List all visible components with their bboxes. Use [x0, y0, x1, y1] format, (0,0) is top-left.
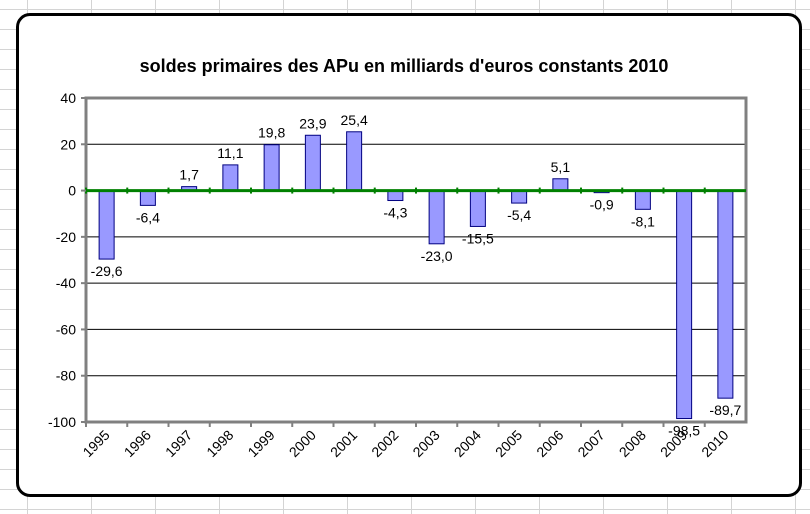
- x-tick-label: 1996: [121, 427, 154, 460]
- data-label: -98,5: [668, 423, 700, 439]
- y-tick-label: -100: [48, 414, 76, 430]
- bar-2006[interactable]: [552, 178, 569, 192]
- y-tick-label: -40: [56, 275, 76, 291]
- plot-area-border: [84, 96, 748, 424]
- y-tick-label: 40: [60, 90, 76, 106]
- data-label: 11,1: [217, 145, 243, 161]
- bar-1999[interactable]: [263, 144, 280, 192]
- y-tick-label: -20: [56, 229, 76, 245]
- x-tick-label: 2003: [409, 427, 442, 460]
- x-tick-label: 2001: [327, 427, 360, 460]
- data-label: 19,8: [258, 125, 285, 141]
- data-label: -6,4: [136, 209, 160, 225]
- zero-axis-ticks: [85, 187, 706, 194]
- x-tick-label: 2005: [492, 427, 525, 460]
- x-tick-label: 1997: [162, 427, 195, 460]
- bar-1996[interactable]: [139, 190, 156, 206]
- x-tick-label: 2000: [286, 427, 319, 460]
- bar-2001[interactable]: [346, 131, 363, 192]
- x-tick-label: 2006: [533, 427, 566, 460]
- bar-2004[interactable]: [469, 190, 486, 227]
- chart-frame[interactable]: soldes primaires des APu en milliards d'…: [16, 13, 802, 497]
- data-label: 5,1: [551, 159, 571, 175]
- data-label: 23,9: [299, 115, 326, 131]
- x-tick-label: 2002: [368, 427, 401, 460]
- chart-title: soldes primaires des APu en milliards d'…: [139, 56, 669, 76]
- x-axis-ticks: 1995 1996 1997 1998 1999 2000 2001 2002 2003 2004…: [79, 422, 732, 460]
- x-tick-label: 1998: [203, 427, 236, 460]
- x-tick-label: 1999: [244, 427, 277, 460]
- bar-2008[interactable]: [634, 190, 651, 210]
- data-label: -4,3: [383, 205, 407, 221]
- bar-1998[interactable]: [222, 164, 239, 192]
- gridlines: [86, 143, 746, 377]
- y-axis-ticks: 40 20 0 -20 -40 -60 -80 -100: [48, 90, 86, 430]
- bar-2010[interactable]: [717, 190, 734, 399]
- bar-2000[interactable]: [304, 134, 321, 192]
- y-tick-label: 0: [68, 183, 76, 199]
- data-label: -0,9: [590, 197, 614, 213]
- bar-2003[interactable]: [428, 190, 445, 245]
- data-label: -89,7: [709, 402, 741, 418]
- data-label: 25,4: [341, 112, 368, 128]
- x-tick-label: 2004: [451, 427, 484, 460]
- y-tick-label: -60: [56, 321, 76, 337]
- bar-2009[interactable]: [676, 190, 693, 420]
- x-tick-label: 1995: [79, 427, 112, 460]
- data-label: -8,1: [631, 213, 655, 229]
- bar-1995[interactable]: [98, 190, 115, 260]
- x-tick-label: 2008: [616, 427, 649, 460]
- data-label: -5,4: [507, 207, 531, 223]
- data-labels: -29,6 -6,4 1,7 11,1 19,8 23,9 25,4 -4,3 -23,0 -15…: [91, 112, 742, 439]
- data-label: 1,7: [179, 167, 199, 183]
- data-label: -29,6: [91, 263, 123, 279]
- data-label: -15,5: [462, 230, 494, 246]
- data-label: -23,0: [421, 248, 453, 264]
- bar-2005[interactable]: [511, 190, 528, 204]
- y-tick-label: 20: [60, 136, 76, 152]
- x-tick-label: 2007: [574, 427, 607, 460]
- y-tick-label: -80: [56, 368, 76, 384]
- x-tick-label: 2010: [698, 427, 731, 460]
